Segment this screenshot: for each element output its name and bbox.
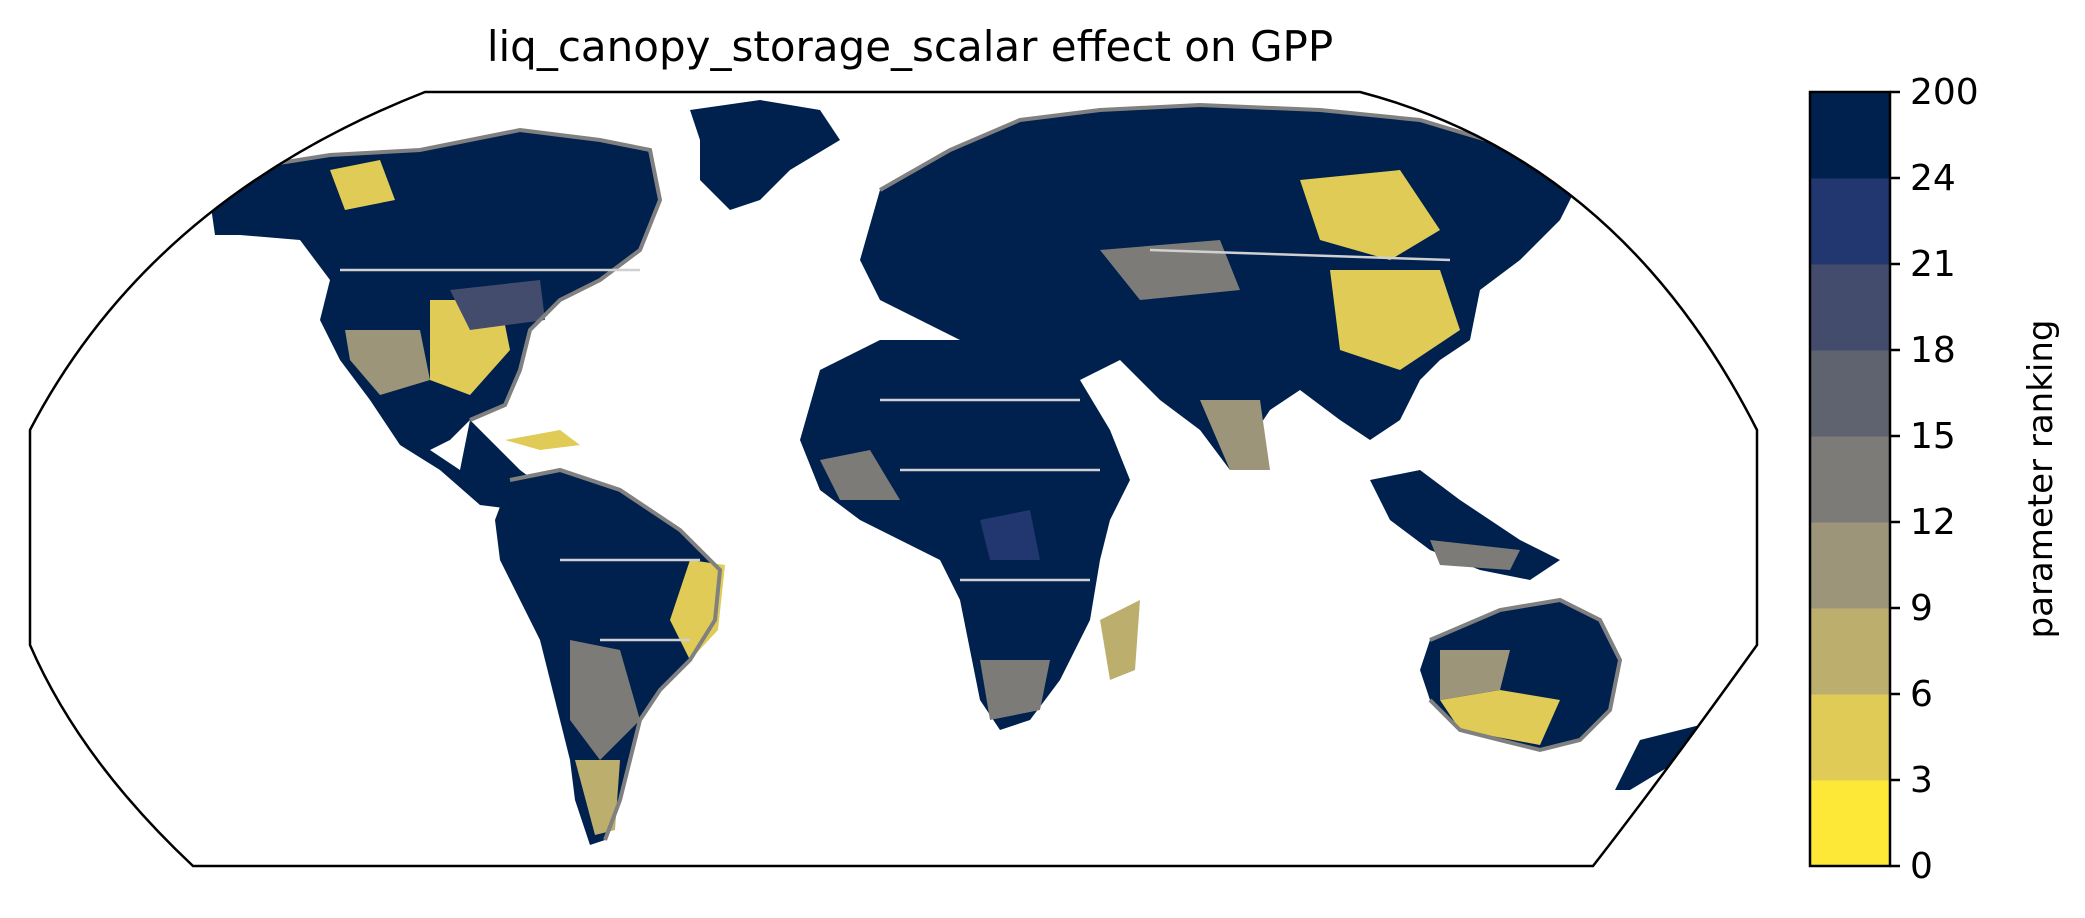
- colorbar-bins: [1810, 92, 1890, 867]
- north-america-gray-patch: [345, 330, 430, 395]
- colorbar-tick-label: 9: [1910, 588, 1933, 629]
- china-yellow-patch: [1330, 270, 1460, 370]
- colorbar-label: parameter ranking: [2021, 320, 2061, 639]
- colorbar-bin: [1810, 92, 1890, 179]
- land-raster: [210, 100, 1700, 845]
- africa: [800, 340, 1130, 730]
- colorbar-tick-label: 24: [1910, 158, 1956, 199]
- colorbar-tick-label: 0: [1910, 846, 1933, 887]
- colorbar-tick-label: 3: [1910, 760, 1933, 801]
- south-america-yellow-east: [670, 560, 725, 660]
- colorbar-tick-label: 21: [1910, 244, 1956, 285]
- colorbar-bin: [1810, 522, 1890, 609]
- africa-gray-west: [820, 450, 900, 500]
- colorbar-bin: [1810, 608, 1890, 695]
- colorbar-tick-label: 18: [1910, 330, 1956, 371]
- greenland: [690, 100, 840, 210]
- africa-gray-south: [980, 660, 1050, 720]
- colorbar-tick-label: 200: [1910, 72, 1979, 113]
- africa-blue-center: [980, 510, 1040, 560]
- colorbar-bin: [1810, 780, 1890, 867]
- map-title: liq_canopy_storage_scalar effect on GPP: [486, 22, 1334, 71]
- australia-gray: [1440, 650, 1510, 700]
- colorbar-frame: [1808, 90, 1892, 868]
- south-america-yellow-south: [575, 760, 620, 835]
- colorbar-ticks: 0 3 6 9 12 15 18 21 24 200: [1890, 72, 1979, 887]
- canada-yellow-patch: [330, 160, 395, 210]
- colorbar-tick-label: 6: [1910, 674, 1933, 715]
- caribbean-patch: [505, 430, 580, 450]
- colorbar-bin: [1810, 350, 1890, 437]
- map-outline: [28, 90, 1759, 868]
- south-asia-gray-patch: [1200, 400, 1270, 470]
- indonesia-gray: [1430, 540, 1520, 570]
- colorbar-bin: [1810, 436, 1890, 523]
- country-borders: [340, 248, 1451, 642]
- colorbar-bin: [1810, 264, 1890, 351]
- colorbar-bin: [1810, 694, 1890, 781]
- south-america-gray-south: [570, 640, 640, 760]
- colorbar-tick-label: 15: [1910, 416, 1956, 457]
- madagascar: [1100, 600, 1140, 680]
- colorbar-bin: [1810, 178, 1890, 265]
- colorbar-tick-label: 12: [1910, 502, 1956, 543]
- siberia-yellow-patch: [1300, 170, 1440, 260]
- new-zealand: [1615, 725, 1700, 790]
- north-america-blue-patch: [450, 280, 545, 330]
- central-asia-gray-patch: [1100, 240, 1240, 300]
